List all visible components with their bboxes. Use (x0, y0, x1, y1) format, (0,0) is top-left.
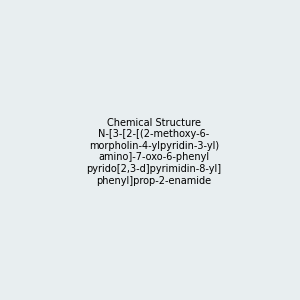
Text: Chemical Structure
N-[3-[2-[(2-methoxy-6-
morpholin-4-ylpyridin-3-yl)
amino]-7-o: Chemical Structure N-[3-[2-[(2-methoxy-6… (86, 118, 221, 185)
